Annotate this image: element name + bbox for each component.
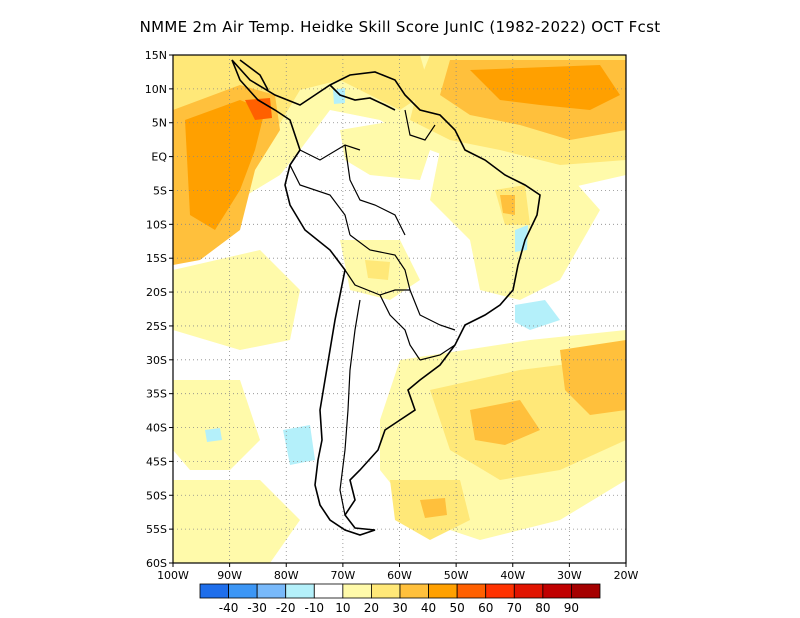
country-borders [289,109,456,516]
lat-tick-label: 15N [145,49,167,62]
colorbar-label: 20 [364,601,379,615]
lat-tick-label: 5S [153,184,167,197]
colorbar-label: -20 [276,601,296,615]
longitude-axis: 100W 90W 80W 70W 60W 50W 40W 30W 20W [157,563,639,582]
colorbar-label: 70 [507,601,522,615]
lon-tick-label: 20W [614,569,639,582]
lon-tick-label: 40W [500,569,525,582]
lon-tick-label: 60W [387,569,412,582]
lat-tick-label: 60S [146,557,167,570]
colorbar-label: 80 [535,601,550,615]
lat-tick-label: 25S [146,320,167,333]
colorbar-swatch [199,583,229,599]
colorbar-swatch [285,583,315,599]
map-title: NMME 2m Air Temp. Heidke Skill Score Jun… [139,18,661,36]
skill-shading [173,55,626,563]
lat-tick-label: 30S [146,354,167,367]
colorbar-swatch [513,583,544,599]
colorbar-swatch [256,583,287,599]
lat-tick-label: 50S [146,489,167,502]
colorbar-label: 10 [335,601,350,615]
colorbar-label: 90 [564,601,579,615]
lat-tick-label: 15S [146,252,167,265]
lon-tick-label: 30W [557,569,582,582]
colorbar-label: -40 [219,601,239,615]
latitude-axis: 15N 10N 5N EQ 5S 10S 15S 20S 25S 30S 35S 40S 45S 50S 5… [145,49,173,570]
colorbar-swatch [228,583,258,599]
graticule [173,55,626,563]
colorbar-swatch [485,583,515,599]
lon-tick-label: 80W [274,569,299,582]
colorbar: -40 -30 -20 -10 10 20 30 40 50 60 70 80 90 [199,583,601,615]
coastline [231,59,541,536]
colorbar-label: -30 [247,601,267,615]
lon-tick-label: 50W [444,569,469,582]
lat-tick-label: 55S [146,523,167,536]
colorbar-swatch [342,583,372,599]
lat-tick-label: 10S [146,218,167,231]
colorbar-label: 30 [392,601,407,615]
lon-tick-label: 70W [330,569,355,582]
colorbar-swatch [371,583,401,599]
lat-tick-label: 10N [145,83,167,96]
colorbar-label: 60 [478,601,493,615]
lon-tick-label: 100W [157,569,189,582]
lon-tick-label: 90W [217,569,242,582]
colorbar-swatch [399,583,429,599]
lat-tick-label: 35S [146,388,167,401]
colorbar-swatch [456,583,487,599]
colorbar-swatch [313,583,344,599]
colorbar-swatch [571,583,601,599]
lat-tick-label: 20S [146,286,167,299]
lat-tick-label: 40S [146,422,167,435]
colorbar-swatch [428,583,458,599]
lat-tick-label: 45S [146,455,167,468]
lat-tick-label: 5N [152,117,167,130]
lat-tick-label: EQ [151,151,167,164]
colorbar-label: 40 [421,601,436,615]
colorbar-label: -10 [304,601,324,615]
colorbar-label: 50 [450,601,465,615]
colorbar-swatch [542,583,572,599]
